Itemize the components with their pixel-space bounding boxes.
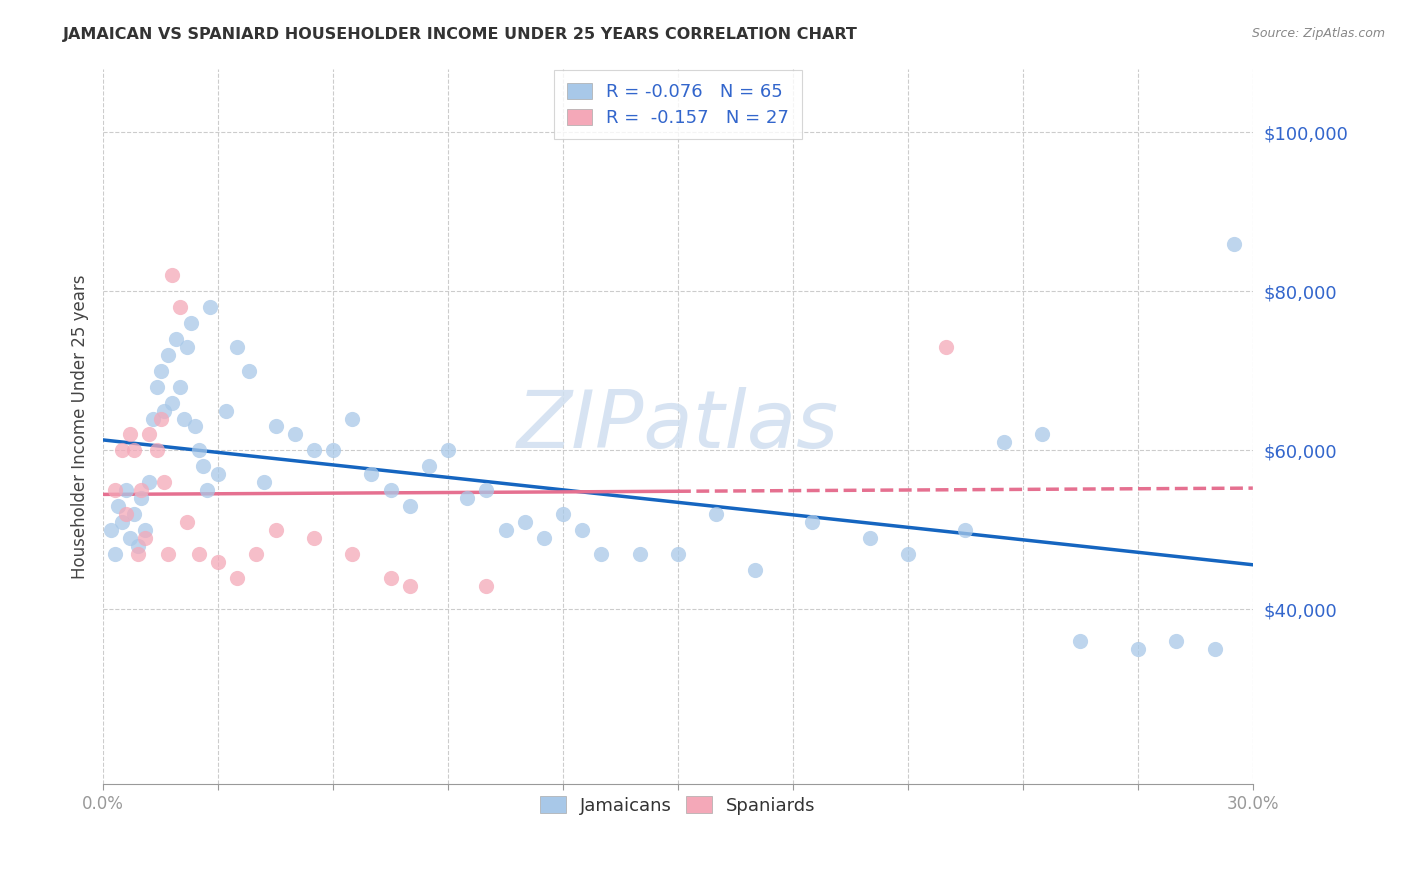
Point — [127, 539, 149, 553]
Point — [200, 300, 222, 314]
Point — [704, 507, 727, 521]
Point — [176, 515, 198, 529]
Point — [131, 491, 153, 505]
Point — [118, 531, 141, 545]
Point — [226, 340, 249, 354]
Y-axis label: Householder Income Under 25 years: Householder Income Under 25 years — [72, 274, 89, 579]
Point — [1222, 236, 1244, 251]
Point — [176, 340, 198, 354]
Point — [138, 427, 160, 442]
Point — [187, 547, 209, 561]
Point — [533, 531, 555, 545]
Point — [122, 443, 145, 458]
Point — [264, 523, 287, 537]
Point — [115, 507, 138, 521]
Point — [107, 499, 129, 513]
Point — [1069, 634, 1091, 648]
Point — [398, 499, 420, 513]
Point — [134, 523, 156, 537]
Point — [238, 364, 260, 378]
Point — [191, 459, 214, 474]
Point — [184, 419, 207, 434]
Point — [253, 475, 276, 490]
Point — [122, 507, 145, 521]
Point — [173, 411, 195, 425]
Point — [207, 467, 229, 482]
Point — [165, 332, 187, 346]
Point — [142, 411, 165, 425]
Point — [744, 563, 766, 577]
Text: Source: ZipAtlas.com: Source: ZipAtlas.com — [1251, 27, 1385, 40]
Point — [495, 523, 517, 537]
Point — [955, 523, 977, 537]
Point — [858, 531, 880, 545]
Point — [146, 443, 169, 458]
Point — [115, 483, 138, 497]
Point — [157, 547, 180, 561]
Point — [169, 300, 191, 314]
Point — [160, 395, 183, 409]
Point — [100, 523, 122, 537]
Point — [127, 547, 149, 561]
Point — [118, 427, 141, 442]
Point — [513, 515, 536, 529]
Point — [153, 403, 176, 417]
Point — [111, 515, 134, 529]
Point — [149, 364, 172, 378]
Text: ZIPatlas: ZIPatlas — [517, 387, 839, 466]
Point — [195, 483, 218, 497]
Point — [104, 483, 127, 497]
Point — [131, 483, 153, 497]
Point — [398, 578, 420, 592]
Point — [302, 443, 325, 458]
Point — [342, 547, 364, 561]
Point — [571, 523, 593, 537]
Point — [1204, 642, 1226, 657]
Point — [226, 571, 249, 585]
Point — [897, 547, 920, 561]
Point — [437, 443, 460, 458]
Point — [801, 515, 824, 529]
Point — [628, 547, 651, 561]
Point — [153, 475, 176, 490]
Point — [160, 268, 183, 283]
Point — [380, 571, 402, 585]
Point — [169, 380, 191, 394]
Point — [180, 316, 202, 330]
Point — [149, 411, 172, 425]
Point — [418, 459, 440, 474]
Point — [264, 419, 287, 434]
Point — [104, 547, 127, 561]
Point — [591, 547, 613, 561]
Point — [935, 340, 957, 354]
Point — [475, 483, 498, 497]
Point — [1126, 642, 1149, 657]
Point — [993, 435, 1015, 450]
Point — [284, 427, 307, 442]
Point — [215, 403, 238, 417]
Point — [157, 348, 180, 362]
Point — [380, 483, 402, 497]
Point — [456, 491, 478, 505]
Text: JAMAICAN VS SPANIARD HOUSEHOLDER INCOME UNDER 25 YEARS CORRELATION CHART: JAMAICAN VS SPANIARD HOUSEHOLDER INCOME … — [63, 27, 858, 42]
Point — [146, 380, 169, 394]
Point — [245, 547, 267, 561]
Point — [207, 555, 229, 569]
Point — [360, 467, 382, 482]
Point — [322, 443, 344, 458]
Point — [666, 547, 689, 561]
Point — [1166, 634, 1188, 648]
Point — [551, 507, 574, 521]
Point — [187, 443, 209, 458]
Point — [302, 531, 325, 545]
Point — [1031, 427, 1053, 442]
Legend: Jamaicans, Spaniards: Jamaicans, Spaniards — [530, 786, 827, 825]
Point — [138, 475, 160, 490]
Point — [475, 578, 498, 592]
Point — [111, 443, 134, 458]
Point — [342, 411, 364, 425]
Point — [134, 531, 156, 545]
